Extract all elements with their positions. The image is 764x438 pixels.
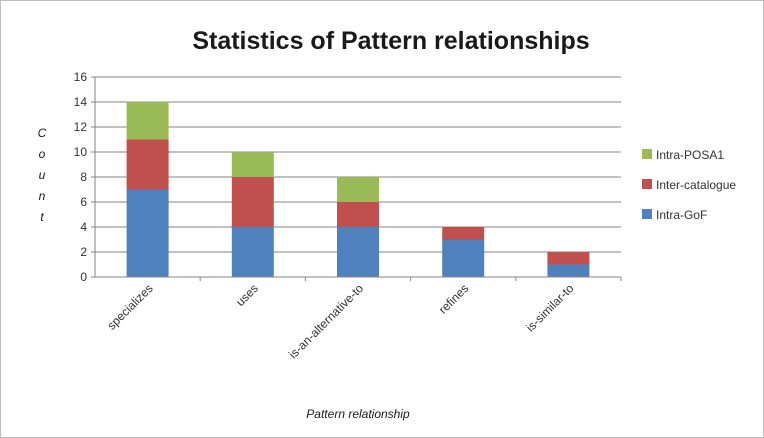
x-tick-label: is-similar-to <box>523 281 576 334</box>
bar-segment-intra-gof-is-an-alternative-to <box>337 227 379 277</box>
y-axis-label-letter: u <box>39 168 46 182</box>
legend-swatch <box>642 179 652 189</box>
x-tick-label: is-an-alternative-to <box>286 281 366 361</box>
y-axis-label-letter: o <box>39 147 46 161</box>
y-tick-label: 14 <box>74 95 88 109</box>
bar-segment-intra-gof-is-similar-to <box>547 264 590 277</box>
y-tick-label: 8 <box>80 170 87 184</box>
y-tick-label: 4 <box>80 220 87 234</box>
y-axis-label-letter: t <box>40 210 44 224</box>
bars <box>126 102 590 277</box>
legend-entry: Intra-GoF <box>656 208 707 222</box>
bar-segment-inter-catalogue-uses <box>231 177 274 227</box>
bar-segment-inter-catalogue-specializes <box>126 139 169 190</box>
x-tick-label: uses <box>233 281 261 309</box>
bar-segment-intra-gof-refines <box>442 239 485 277</box>
bar-segment-intra-posa1-uses <box>231 152 274 177</box>
bar-segment-intra-gof-specializes <box>126 189 169 277</box>
bar-segment-inter-catalogue-is-an-alternative-to <box>337 202 379 227</box>
bar-segment-intra-posa1-is-an-alternative-to <box>337 177 379 202</box>
legend-swatch <box>642 209 652 219</box>
y-axis-label-letter: n <box>39 189 46 203</box>
x-tick-label: refines <box>436 281 471 316</box>
y-tick-label: 2 <box>80 245 87 259</box>
bar-segment-intra-posa1-specializes <box>126 102 169 140</box>
y-tick-label: 16 <box>74 70 88 84</box>
axes <box>94 77 621 278</box>
y-axis-label-letter: C <box>38 126 47 140</box>
legend: Intra-POSA1 Inter-catalogue Intra-GoF <box>642 148 736 222</box>
x-tick-labels: specializes uses is-an-alternative-to refin… <box>104 281 576 361</box>
legend-entry: Inter-catalogue <box>656 178 736 192</box>
chart-title: Statistics of Pattern relationships <box>192 27 589 55</box>
legend-entry: Intra-POSA1 <box>656 148 724 162</box>
legend-swatch <box>642 149 652 159</box>
x-tick-label: specializes <box>104 281 155 332</box>
y-tick-label: 0 <box>80 270 87 284</box>
y-tick-label: 6 <box>80 195 87 209</box>
bar-segment-intra-gof-uses <box>231 227 274 277</box>
bar-segment-inter-catalogue-refines <box>442 227 485 240</box>
y-tick-labels: 0 2 4 6 8 10 12 14 16 <box>74 70 88 284</box>
bar-segment-inter-catalogue-is-similar-to <box>547 252 590 265</box>
x-axis-label: Pattern relationship <box>306 407 410 421</box>
y-tick-label: 12 <box>74 120 88 134</box>
y-tick-label: 10 <box>74 145 88 159</box>
